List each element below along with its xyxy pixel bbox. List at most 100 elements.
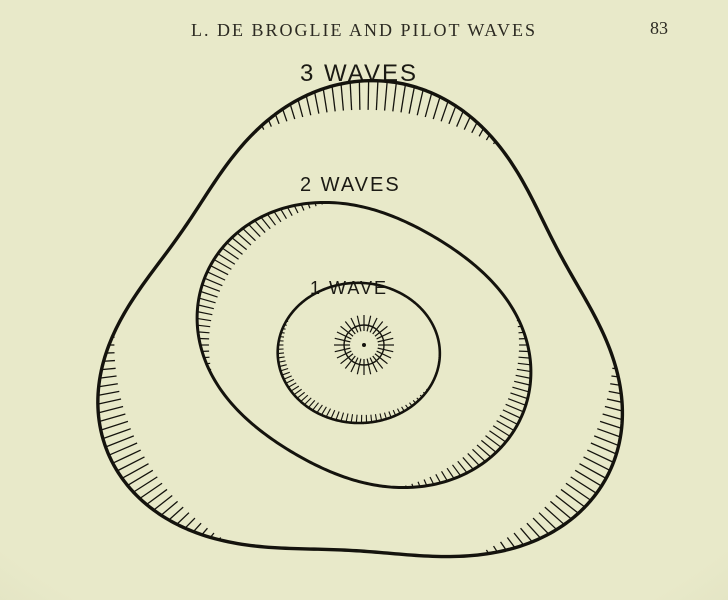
orbit-3-waves-hatch [98,399,121,404]
orbit-3-waves-hatch [550,501,571,519]
orbit-2-waves-hatch [255,221,266,233]
orbit-3-waves-hatch [575,470,601,486]
orbit-3-waves-hatch [501,542,507,550]
orbit-2-waves-hatch [468,453,480,465]
orbit-3-waves-hatch [315,92,319,114]
nucleus-tick [378,348,394,352]
orbit-2-waves-hatch [200,291,217,297]
orbit-3-waves-hatch [561,489,585,507]
orbit-3-waves-hatch [275,114,279,124]
nucleus-tick [367,316,371,332]
orbit-1-wave-hatch [281,369,289,371]
orbit-3-waves-hatch [177,513,189,525]
orbit-3-waves-hatch [350,82,351,110]
nucleus-tick [367,359,371,375]
orbit-2-waves-hatch [442,471,448,481]
orbit-3-waves-hatch [268,120,271,127]
orbit-1-wave-hatch [294,389,302,394]
orbit-2-waves-hatch [436,474,441,483]
orbit-1-wave-hatch [351,414,352,422]
orbit-3-waves-hatch [99,384,118,387]
orbit-3-waves-hatch [103,429,131,439]
orbit-2-waves-hatch [406,486,407,488]
orbit-2-waves-hatch [452,465,460,476]
orbit-1-wave-hatch [288,383,296,387]
orbit-1-wave-hatch [284,325,286,326]
orbit-2-waves-hatch [249,224,261,236]
orbit-2-waves-hatch [512,387,529,392]
orbit-3-waves-hatch [193,523,201,531]
orbit-2-waves-hatch [503,410,521,418]
page-root: L. DE BROGLIE AND PILOT WAVES 83 3 WAVES… [0,0,728,600]
nucleus-tick [357,359,361,375]
orbit-1-wave-hatch [284,376,292,379]
orbit-1-wave-hatch [429,386,430,387]
orbit-1-wave-hatch [291,386,299,391]
orbit-3-waves-hatch [255,131,256,133]
orbit-1-wave-hatch [313,403,319,411]
orbit-3-waves-hatch [98,407,123,413]
orbit-3-waves-hatch [597,429,620,437]
orbit-3-waves-hatch [464,117,470,130]
orbit-3-waves-hatch [161,501,177,515]
orbit-3-waves-hatch [298,100,303,117]
orbit-3-waves-hatch [102,368,116,369]
orbit-1-wave-hatch [278,353,284,354]
orbit-3-waves-hatch [101,421,128,430]
orbit-3-waves-hatch [611,376,618,377]
orbit-1-wave-hatch [346,414,348,423]
orbit-3-waves-hatch [600,421,622,428]
orbit-2-waves-hatch [205,278,223,285]
orbit-1-wave-hatch [321,407,326,415]
orbit-2-waves-hatch [458,461,467,473]
orbit-3-waves-hatch [507,538,515,548]
orbit-1-wave-hatch [426,389,427,390]
orbit-3-waves-hatch [556,496,579,514]
orbit-3-waves-hatch [106,436,134,447]
orbit-1-wave-hatch [336,412,339,421]
orbit-2-waves-hatch [514,381,530,385]
nucleus-tick [335,348,351,352]
orbit-2-waves-hatch [518,363,531,365]
orbit-2-waves-hatch [517,369,531,371]
orbit-1-wave [278,283,440,423]
orbit-3-waves-hatch [571,477,597,493]
orbit-1-wave-hatch [341,413,344,422]
orbit-1-wave-hatch [281,333,285,334]
orbit-3-waves-hatch [376,81,378,110]
orbit-3-waves-hatch [479,554,480,555]
orbit-2-waves-hatch [500,415,518,424]
orbit-3-waves-hatch [306,96,311,116]
orbit-2-waves-hatch [519,357,531,358]
orbit-2-waves-hatch [210,266,228,275]
orbit-1-wave-hatch [326,409,330,417]
orbit-3-waves-hatch [98,391,119,395]
orbit-3-waves-hatch [472,122,477,132]
orbit-3-waves-hatch [449,106,456,124]
orbit-1-wave-hatch [283,329,286,330]
orbit-2-waves-hatch [287,207,292,216]
orbit-3-waves [98,81,623,557]
orbit-3-waves-hatch [290,104,295,119]
orbit-3-waves-hatch [591,443,616,454]
orbit-3-waves-hatch [425,93,431,117]
orbit-3-waves-hatch [385,81,388,110]
pilot-wave-diagram [0,0,728,600]
orbit-3-waves-hatch [594,436,618,446]
orbit-3-waves-hatch [99,414,125,422]
nucleus-tick [378,338,394,342]
orbit-3-waves-hatch [185,518,195,528]
orbit-3-waves-hatch [605,407,622,411]
orbit-3-waves-hatch [457,111,464,127]
nucleus-tick [357,316,361,332]
orbit-2-waves-hatch [197,318,211,320]
orbit-1-wave-hatch [308,400,314,407]
orbit-2-waves-hatch [281,209,287,219]
orbit-1-wave-hatch [286,379,294,383]
orbit-2-waves-hatch [202,285,220,292]
orbit-3-waves-hatch [104,361,115,362]
orbit-3-waves-hatch [433,97,440,119]
orbit-2-waves-hatch [197,325,210,327]
orbit-2-waves-hatch [322,202,323,204]
orbit-2-waves-hatch [463,457,474,469]
